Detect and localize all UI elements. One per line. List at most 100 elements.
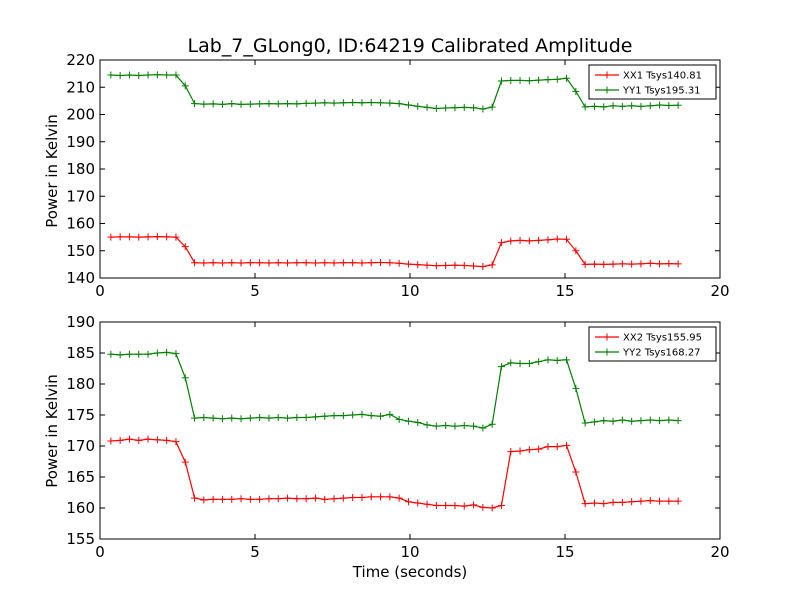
chart-panel-1: 0 5 10 15 20 155 160 165 170 175 180 185 190 XX2 Tsys…: [66, 313, 729, 561]
data-point: [451, 261, 459, 269]
data-point: [349, 99, 357, 107]
x-tick-label: 20: [710, 543, 729, 561]
data-point: [665, 416, 673, 424]
data-point: [144, 350, 152, 358]
data-point: [330, 495, 338, 503]
data-point: [442, 422, 450, 430]
data-point: [358, 259, 366, 267]
data-point: [600, 103, 608, 111]
data-point: [293, 495, 301, 503]
x-tick-label: 5: [250, 282, 260, 300]
data-point: [377, 493, 385, 501]
data-point: [339, 494, 347, 502]
data-point: [665, 260, 673, 268]
data-point: [386, 493, 394, 501]
data-point: [553, 235, 561, 243]
data-point: [674, 260, 682, 268]
data-point: [525, 446, 533, 454]
x-tick-label: 5: [250, 543, 260, 561]
y-tick-label: 160: [66, 215, 95, 233]
data-point: [367, 412, 375, 420]
data-point: [414, 418, 422, 426]
data-point: [479, 263, 487, 271]
data-point: [609, 260, 617, 268]
data-point: [628, 498, 636, 506]
data-point: [386, 410, 394, 418]
data-point: [460, 103, 468, 111]
data-point: [553, 75, 561, 83]
data-point: [330, 99, 338, 107]
legend-label: XX1 Tsys140.81: [623, 71, 702, 82]
data-point: [367, 259, 375, 267]
data-point: [144, 71, 152, 79]
data-point: [293, 259, 301, 267]
data-point: [228, 414, 236, 422]
data-point: [590, 102, 598, 110]
y-tick-label: 200: [66, 106, 95, 124]
data-point: [414, 261, 422, 269]
data-point: [246, 414, 254, 422]
data-point: [470, 501, 478, 509]
data-point: [497, 502, 505, 510]
data-point: [432, 105, 440, 113]
data-point: [191, 494, 199, 502]
data-point: [209, 100, 217, 108]
data-point: [228, 495, 236, 503]
data-point: [302, 413, 310, 421]
data-point: [237, 415, 245, 423]
data-point: [172, 233, 180, 241]
data-point: [311, 494, 319, 502]
data-point: [237, 495, 245, 503]
data-point: [525, 237, 533, 245]
data-point: [107, 71, 115, 79]
data-point: [525, 360, 533, 368]
data-point: [674, 417, 682, 425]
data-point: [507, 448, 515, 456]
data-point: [218, 259, 226, 267]
data-point: [181, 243, 189, 251]
x-tick-label: 10: [400, 282, 419, 300]
data-point: [572, 468, 580, 476]
data-point: [609, 417, 617, 425]
data-point: [646, 259, 654, 267]
data-point: [274, 259, 282, 267]
data-point: [163, 348, 171, 356]
data-point: [507, 76, 515, 84]
data-point: [358, 410, 366, 418]
data-point: [274, 100, 282, 108]
data-point: [293, 100, 301, 108]
data-point: [404, 417, 412, 425]
data-point: [674, 497, 682, 505]
data-point: [432, 262, 440, 270]
data-point: [246, 259, 254, 267]
data-point: [590, 418, 598, 426]
data-point: [135, 350, 143, 358]
y-tick-label: 220: [66, 51, 95, 69]
data-point: [153, 436, 161, 444]
data-point: [311, 259, 319, 267]
data-point: [191, 100, 199, 108]
data-point: [191, 414, 199, 422]
legend-label: YY1 Tsys195.31: [622, 86, 701, 97]
data-point: [172, 350, 180, 358]
y-tick-label: 180: [66, 160, 95, 178]
data-point: [553, 356, 561, 364]
data-point: [432, 502, 440, 510]
data-point: [479, 105, 487, 113]
data-point: [339, 259, 347, 267]
data-point: [637, 417, 645, 425]
data-point: [172, 71, 180, 79]
data-point: [367, 99, 375, 107]
data-point: [321, 99, 329, 107]
data-point: [200, 259, 208, 267]
data-point: [246, 495, 254, 503]
legend-box: [588, 64, 717, 100]
x-tick-label: 10: [400, 543, 419, 561]
data-point: [246, 100, 254, 108]
data-point: [125, 435, 133, 443]
data-point: [107, 350, 115, 358]
data-point: [321, 412, 329, 420]
data-point: [293, 413, 301, 421]
chart-panel-0: 0 5 10 15 20 140 150 160 170 180 190 200 210 220 XX1 T…: [66, 51, 729, 300]
data-point: [377, 412, 385, 420]
